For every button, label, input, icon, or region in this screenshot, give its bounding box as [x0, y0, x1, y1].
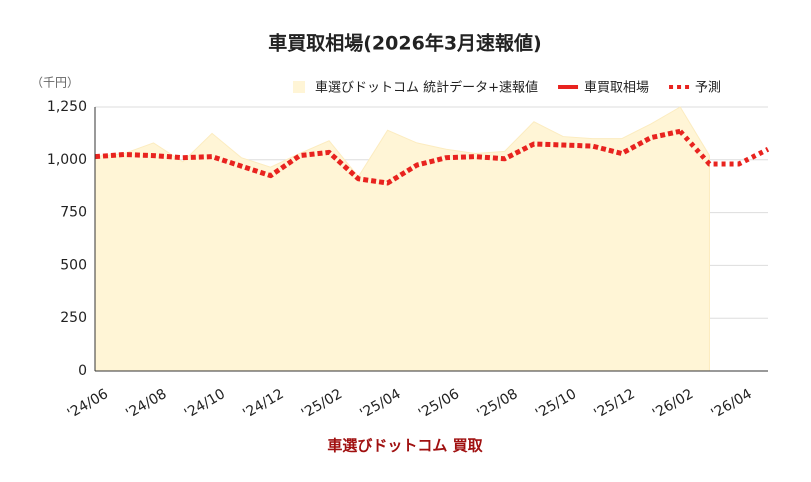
x-tick-label: '25/06 [416, 386, 462, 422]
x-tick-label: '24/12 [240, 386, 286, 422]
y-tick-label: 1,000 [47, 152, 87, 168]
y-tick-label: 750 [60, 205, 87, 221]
x-tick-label: '25/08 [474, 386, 520, 422]
x-tick-label: '25/10 [533, 386, 579, 422]
legend-label: 車買取相場 [584, 81, 649, 96]
chart-title: 車買取相場(2026年3月速報値) [268, 32, 541, 55]
legend-label: 車選びドットコム 統計データ+速報値 [315, 80, 538, 96]
x-tick-label: '26/04 [708, 386, 754, 422]
x-tick-label: '26/02 [650, 386, 696, 422]
x-tick-label: '24/10 [182, 386, 228, 422]
forecast-line [678, 129, 770, 167]
y-tick-label: 1,250 [47, 99, 87, 115]
x-axis-label: 車選びドットコム 買取 [327, 437, 483, 455]
legend-label: 予測 [695, 81, 721, 96]
x-tick-label: '25/04 [357, 386, 403, 422]
x-tick-label: '25/02 [299, 386, 345, 422]
x-tick-label: '25/12 [591, 386, 637, 422]
area [94, 106, 710, 372]
y-tick-label: 0 [78, 363, 87, 379]
line [94, 128, 681, 186]
legend-swatch [293, 81, 305, 93]
x-tick-label: '24/06 [65, 386, 111, 422]
y-tick-label: 250 [60, 310, 87, 326]
x-tick-label: '24/08 [123, 386, 169, 422]
y-unit: （千円） [31, 76, 79, 90]
y-tick-label: 500 [60, 257, 87, 273]
